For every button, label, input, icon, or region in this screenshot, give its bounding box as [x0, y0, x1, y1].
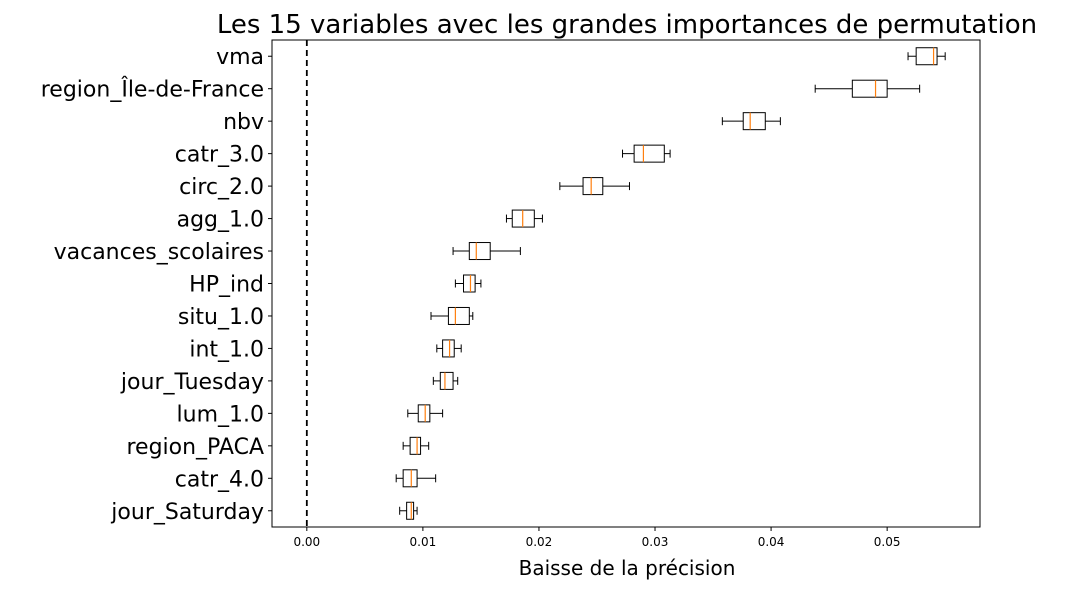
y-tick-label: lum_1.0: [177, 402, 264, 427]
x-tick-label: 0.05: [874, 535, 901, 549]
box-catr_3.0: [622, 144, 671, 163]
y-tick-label: catr_4.0: [175, 467, 264, 492]
box-situ_1.0: [430, 306, 474, 325]
box-vacances_scolaires: [452, 242, 521, 261]
box-vma: [907, 47, 946, 66]
iqr-box: [915, 47, 938, 66]
y-tick-label: vacances_scolaires: [54, 240, 264, 265]
plot-area: [305, 40, 946, 527]
iqr-box: [402, 469, 418, 488]
box-HP_ind: [454, 274, 482, 293]
x-tick-label: 0.01: [410, 535, 437, 549]
iqr-box: [406, 501, 415, 520]
box-jour_Saturday: [399, 501, 418, 520]
x-tick-label: 0.00: [293, 535, 320, 549]
y-tick-label: region_Île-de-France: [41, 77, 264, 103]
y-tick-label: situ_1.0: [178, 305, 264, 330]
iqr-box: [582, 177, 604, 196]
y-tick-label: catr_3.0: [175, 143, 264, 168]
iqr-box: [447, 306, 470, 325]
y-tick-label: jour_Saturday: [110, 500, 264, 525]
iqr-box: [442, 339, 455, 358]
y-tick-label: vma: [216, 45, 264, 70]
y-tick-label: agg_1.0: [177, 208, 264, 233]
y-tick-label: nbv: [223, 110, 264, 135]
y-tick-label: int_1.0: [189, 337, 264, 362]
plot-frame: [271, 39, 981, 528]
box-circ_2.0: [559, 177, 630, 196]
box-lum_1.0: [407, 404, 444, 423]
box-region_PACA: [402, 436, 430, 455]
x-tick-label: 0.03: [642, 535, 669, 549]
box-jour_Tuesday: [432, 371, 459, 390]
iqr-box: [463, 274, 476, 293]
iqr-box: [439, 371, 454, 390]
iqr-box: [851, 79, 888, 98]
iqr-box: [633, 144, 665, 163]
iqr-box: [409, 436, 422, 455]
y-tick-label: circ_2.0: [179, 175, 264, 200]
y-tick-label: HP_ind: [189, 273, 264, 298]
iqr-box: [468, 242, 491, 261]
box-nbv: [721, 112, 781, 131]
box-int_1.0: [436, 339, 462, 358]
y-tick-label: jour_Tuesday: [120, 370, 264, 395]
iqr-box: [417, 404, 431, 423]
x-tick-label: 0.02: [526, 535, 553, 549]
x-tick-label: 0.04: [758, 535, 785, 549]
y-tick-label: region_PACA: [126, 435, 264, 460]
x-axis-label: Baisse de la précision: [519, 556, 736, 580]
box-agg_1.0: [505, 209, 543, 228]
iqr-box: [742, 112, 766, 131]
box-catr_4.0: [395, 469, 437, 488]
box-region_Île-de-France: [814, 79, 921, 98]
x-axis: 0.00 0.01 0.02 0.03 0.04 0.05: [293, 527, 901, 549]
chart-title: Les 15 variables avec les grandes import…: [217, 10, 1037, 40]
